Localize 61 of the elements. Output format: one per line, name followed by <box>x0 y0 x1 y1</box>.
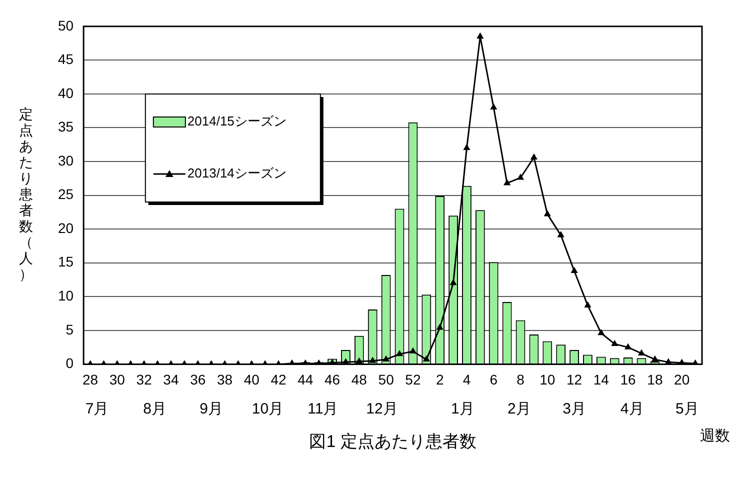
x-tick-label: 28 <box>82 371 98 388</box>
x-tick-label: 40 <box>244 371 260 388</box>
x-tick-label: 16 <box>620 371 636 388</box>
point <box>625 344 632 350</box>
point <box>396 350 403 356</box>
y-tick-label: 40 <box>58 84 74 101</box>
x-tick-label: 18 <box>647 371 663 388</box>
legend-label: 2014/15シーズン <box>187 114 286 129</box>
y-tick-label: 45 <box>58 51 74 68</box>
x-tick-label: 34 <box>163 371 179 388</box>
x-tick-label: 4 <box>462 371 471 388</box>
legend-label: 2013/14シーズン <box>187 166 286 181</box>
y-tick-label: 25 <box>58 186 74 202</box>
y-tick-label: 5 <box>66 321 74 338</box>
point <box>544 210 550 216</box>
point <box>518 174 524 180</box>
y-tick-label: 50 <box>58 17 74 34</box>
x-tick-label: 6 <box>490 371 498 388</box>
x-tick-label: 38 <box>216 371 233 388</box>
text: 3月 <box>562 400 586 418</box>
text: 図1 定点あたり患者数 <box>309 432 476 451</box>
text: 4月 <box>620 400 644 418</box>
y-tick-label: 35 <box>58 118 74 135</box>
x-tick-label: 14 <box>593 371 610 388</box>
y-tick-label: 15 <box>58 254 74 270</box>
x-tick-label: 30 <box>109 371 126 388</box>
x-tick-label: 8 <box>516 371 525 388</box>
x-tick-label: 12 <box>566 371 582 388</box>
point <box>464 144 470 150</box>
x-tick-label: 50 <box>378 371 394 388</box>
text: 2月 <box>507 400 531 418</box>
text: 8月 <box>143 400 166 418</box>
x-tick-label: 44 <box>298 371 314 388</box>
point <box>504 180 510 186</box>
x-tick-label: 42 <box>270 371 287 388</box>
x-tick-label: 32 <box>136 371 152 388</box>
x-axis-title: 週数 <box>700 427 730 444</box>
x-tick-label: 10 <box>540 371 556 388</box>
text: 9月 <box>200 400 223 418</box>
point <box>436 324 443 330</box>
point <box>598 330 604 336</box>
x-tick-label: 36 <box>190 371 206 388</box>
text: 5月 <box>676 400 699 418</box>
point <box>370 357 376 363</box>
x-tick-label: 2 <box>436 371 444 388</box>
text: 1月 <box>451 400 474 418</box>
x-tick-label: 20 <box>674 371 690 388</box>
y-tick-label: 30 <box>58 152 74 168</box>
x-tick-label: 52 <box>405 371 421 388</box>
text: 12月 <box>366 400 398 418</box>
text: 定点あたり患者数（人） <box>19 106 33 282</box>
point <box>450 280 456 286</box>
y-tick-label: 10 <box>58 288 74 304</box>
y-tick-label: 20 <box>58 220 74 236</box>
point <box>558 232 564 238</box>
y-tick-label: 0 <box>66 355 74 372</box>
x-tick-label: 46 <box>324 371 340 388</box>
text: 7月 <box>85 400 109 418</box>
text: 11月 <box>308 400 338 418</box>
text: 10月 <box>252 400 284 418</box>
x-tick-label: 48 <box>351 371 368 388</box>
